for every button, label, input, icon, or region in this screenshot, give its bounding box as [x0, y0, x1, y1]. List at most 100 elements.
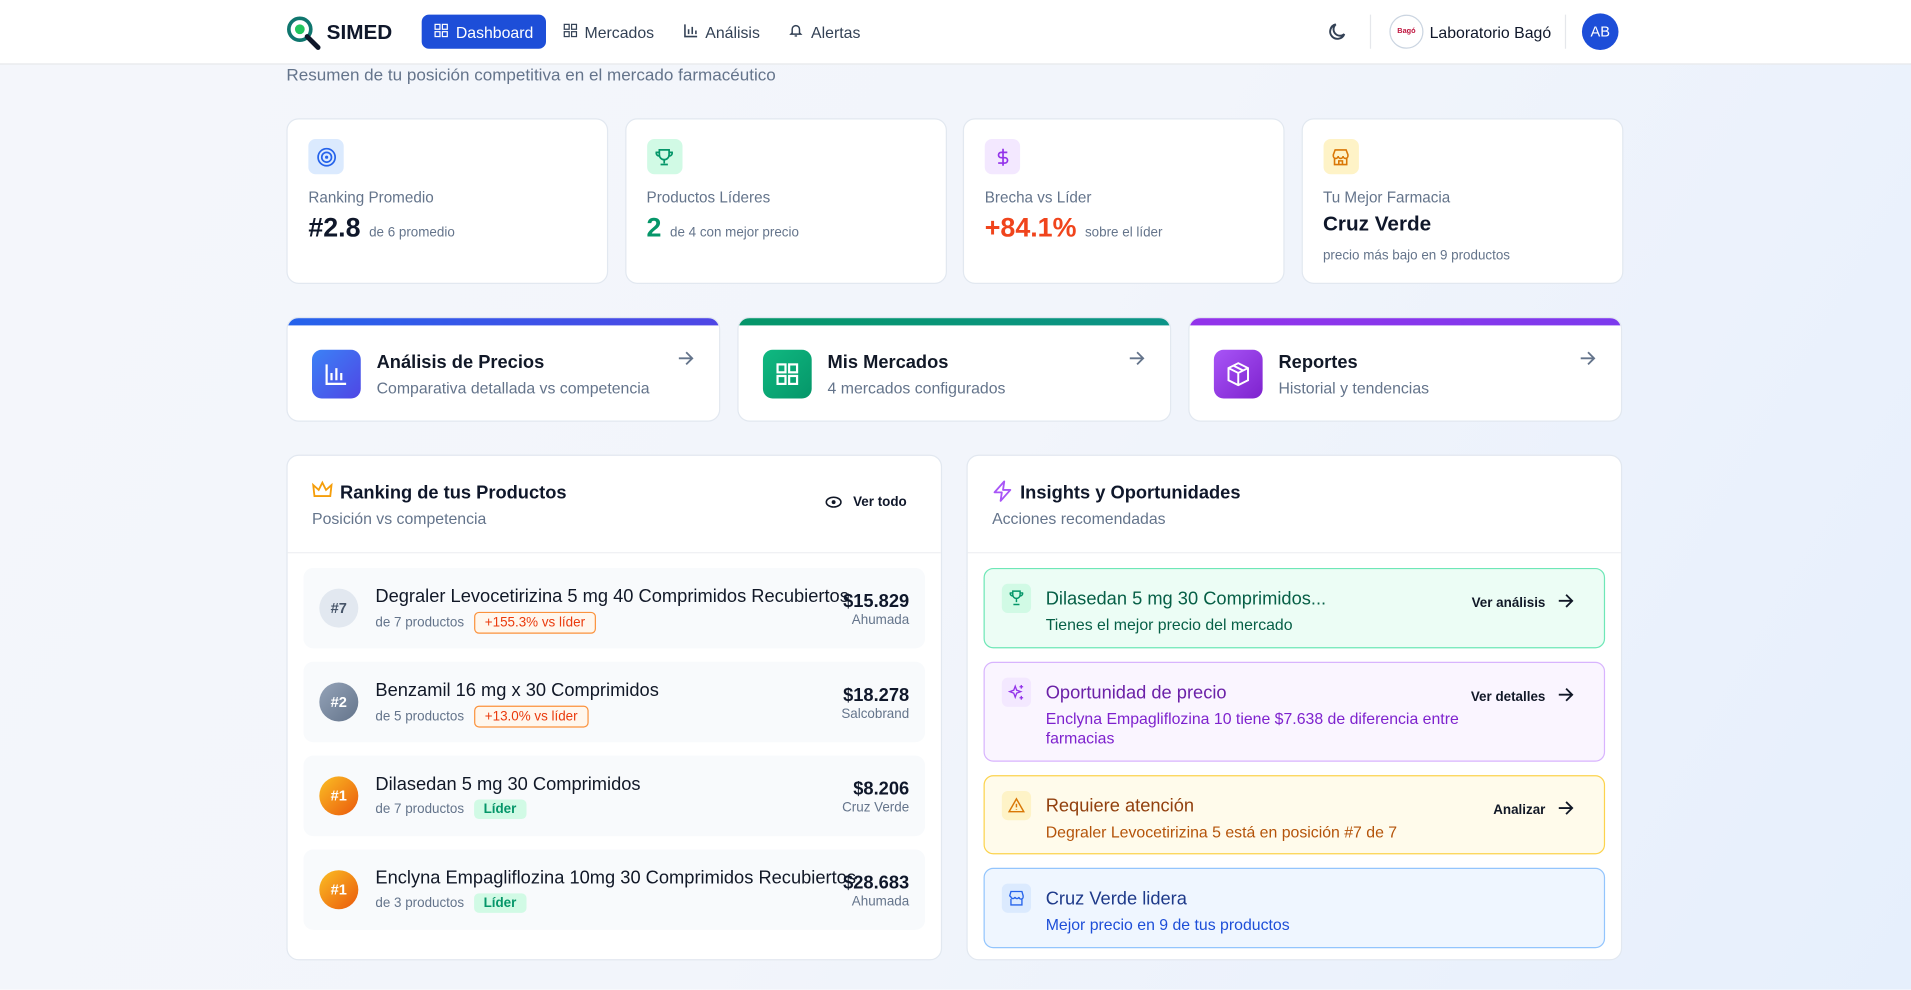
brand[interactable]: SIMED [326, 20, 393, 44]
quick-link-card[interactable]: Análisis de Precios Comparativa detallada… [286, 316, 721, 422]
insight-item[interactable]: Oportunidad de precio Enclyna Empaglifloz… [983, 661, 1606, 762]
theme-toggle[interactable] [1327, 21, 1349, 43]
link-desc: Historial y tendencias [1278, 379, 1430, 398]
price: $18.278 [843, 684, 910, 706]
icon [1558, 687, 1575, 705]
page-subtitle: Resumen de tu posición competitiva en el… [286, 64, 776, 85]
item-meta: de 7 productos +155.3% vs líder [375, 611, 597, 634]
icon [308, 138, 344, 175]
icon [1558, 594, 1575, 612]
icon-glyph [1332, 148, 1349, 165]
icon-glyph [678, 351, 694, 366]
icon [312, 349, 361, 399]
ranking-item[interactable]: #1 Enclyna Empagliflozina 10mg 30 Comprim… [303, 849, 926, 930]
icon-glyph [776, 363, 799, 386]
org-name[interactable]: Laboratorio Bagó [1429, 23, 1552, 42]
link-desc: Comparativa detallada vs competencia [376, 379, 650, 398]
insight-action[interactable]: Ver análisis [1472, 594, 1575, 612]
icon [678, 350, 695, 372]
divider [1369, 14, 1372, 49]
icon [683, 23, 698, 41]
icon [646, 138, 682, 175]
ranking-list: #7 Degraler Levocetirizina 5 mg 40 Compri… [303, 567, 926, 930]
panel-subtitle: Posición vs competencia [312, 509, 487, 528]
view-all-button[interactable]: Ver todo [825, 495, 907, 509]
product-count: de 7 productos [375, 615, 465, 631]
icon [1322, 138, 1359, 175]
accent-bar [738, 318, 1170, 326]
ranking-panel: Ranking de tus Productos Posición vs com… [286, 454, 943, 961]
icon [1001, 677, 1032, 707]
insight-title: Dilasedan 5 mg 30 Comprimidos... [1045, 588, 1327, 610]
insight-item[interactable]: Dilasedan 5 mg 30 Comprimidos... Tienes e… [983, 567, 1606, 649]
item-meta: de 5 productos +13.0% vs líder [375, 705, 589, 728]
status-badge: +13.0% vs líder [473, 705, 589, 728]
insights-panel: Insights y Oportunidades Acciones recome… [966, 454, 1623, 961]
icon-glyph [1227, 362, 1249, 387]
icon [1580, 350, 1597, 372]
icon [1001, 883, 1032, 913]
stat-card: Brecha vs Líder +84.1% sobre el líder [962, 118, 1285, 284]
icon [789, 23, 804, 41]
stat-value: Cruz Verde [1322, 212, 1432, 236]
icon-glyph [563, 23, 577, 37]
product-name: Dilasedan 5 mg 30 Comprimidos [375, 773, 641, 795]
org-logo: Bagó [1389, 14, 1424, 49]
stat-note: sobre el líder [1084, 225, 1163, 241]
ranking-item[interactable]: #2 Benzamil 16 mg x 30 Comprimidos de 5 pr… [303, 661, 926, 743]
icon [1558, 801, 1575, 819]
insight-title: Cruz Verde lidera [1045, 888, 1187, 910]
status-badge: Líder [473, 893, 527, 913]
icon [1001, 583, 1032, 614]
icon-glyph [1129, 351, 1145, 366]
icon-glyph [1558, 594, 1574, 608]
ranking-item[interactable]: #1 Dilasedan 5 mg 30 Comprimidos de 7 prod… [303, 755, 926, 837]
link-title: Reportes [1278, 352, 1358, 373]
icon [762, 349, 812, 399]
product-name: Benzamil 16 mg x 30 Comprimidos [375, 680, 659, 701]
nav-label: Alertas [811, 22, 861, 41]
status-badge: Líder [473, 799, 527, 819]
nav-link[interactable]: Alertas [777, 15, 873, 49]
price: $15.829 [843, 591, 910, 612]
logo[interactable] [285, 15, 322, 58]
avatar[interactable]: AB [1581, 13, 1619, 50]
quick-link-card[interactable]: Mis Mercados 4 mercados configurados [737, 316, 1172, 422]
stat-note: precio más bajo en 9 productos [1322, 248, 1511, 264]
icon [434, 23, 449, 41]
quick-link-card[interactable]: Reportes Historial y tendencias [1188, 316, 1623, 422]
icon [1129, 350, 1146, 372]
link-title: Mis Mercados [827, 352, 949, 373]
insight-item[interactable]: Cruz Verde lidera Mejor precio en 9 de tu… [983, 867, 1606, 949]
icon-glyph [997, 148, 1008, 166]
ranking-item[interactable]: #7 Degraler Levocetirizina 5 mg 40 Compri… [303, 567, 926, 649]
icon-glyph [1007, 797, 1025, 813]
insight-item[interactable]: Requiere atención Degraler Levocetirizina… [983, 775, 1606, 855]
divider [1564, 14, 1567, 49]
product-name: Degraler Levocetirizina 5 mg 40 Comprimi… [375, 586, 849, 607]
stat-value: 2 [646, 212, 662, 243]
panel-subtitle: Acciones recomendadas [992, 509, 1166, 528]
action-label: Analizar [1493, 802, 1546, 818]
icon-glyph [325, 364, 347, 386]
price: $8.206 [853, 778, 910, 800]
nav-link[interactable]: Dashboard [421, 14, 546, 49]
stat-value: +84.1% [984, 212, 1077, 243]
insight-action[interactable]: Ver detalles [1471, 687, 1575, 705]
nav-link[interactable]: Mercados [550, 15, 666, 49]
rank-badge: #2 [319, 682, 359, 722]
eye-icon [825, 496, 842, 508]
nav: Dashboard Mercados Análisis Alertas [421, 14, 873, 49]
insight-title: Requiere atención [1045, 795, 1195, 817]
link-desc: 4 mercados configurados [827, 379, 1006, 398]
action-label: Ver análisis [1471, 595, 1546, 610]
insight-action[interactable]: Analizar [1493, 801, 1574, 819]
divider [967, 552, 1621, 554]
product-count: de 3 productos [375, 895, 465, 911]
bolt-icon [993, 480, 1012, 502]
nav-link[interactable]: Análisis [671, 15, 772, 49]
insight-text: Tienes el mejor precio del mercado [1045, 615, 1293, 634]
icon [1001, 790, 1032, 821]
